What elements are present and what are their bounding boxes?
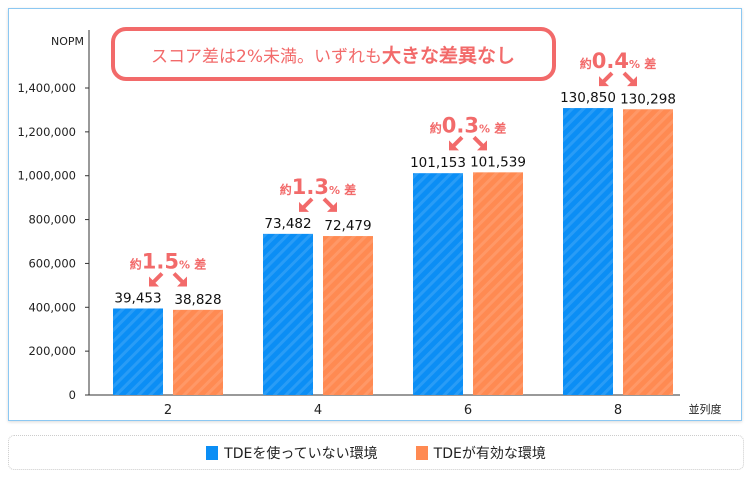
- data-label: 38,828: [174, 292, 221, 308]
- bar-hatch: [473, 172, 523, 395]
- bar-hatch: [263, 233, 313, 395]
- arrow-head-icon: [299, 201, 309, 212]
- difference-annotation: 約0.4% 差: [580, 49, 656, 73]
- annotation-part: 差: [340, 182, 356, 197]
- legend-swatch: [206, 445, 219, 460]
- y-tick-label: 200,000: [28, 344, 76, 358]
- annotation-part: 約: [280, 182, 292, 197]
- data-label: 72,479: [324, 218, 371, 234]
- x-tick-label: 8: [614, 403, 622, 418]
- bar-hatch: [173, 309, 223, 395]
- annotation-part: %: [179, 258, 190, 271]
- data-label: 101,539: [470, 154, 526, 170]
- y-tick-label: 800,000: [28, 213, 76, 227]
- data-label: 130,850: [560, 90, 616, 106]
- bar-hatch: [623, 109, 673, 396]
- annotation-part: 差: [640, 56, 656, 71]
- legend-swatch: [415, 445, 428, 460]
- y-tick-label: 0: [69, 388, 76, 402]
- annotation-part: 差: [490, 120, 506, 135]
- bar-hatch: [113, 308, 163, 395]
- arrow-head-icon: [599, 76, 609, 87]
- data-label: 101,153: [410, 155, 466, 171]
- data-label: 130,298: [620, 91, 676, 107]
- annotation-part: 約: [130, 256, 142, 271]
- arrow-head-icon: [327, 201, 337, 212]
- annotation-part: %: [329, 184, 340, 197]
- callout-box: [111, 27, 556, 81]
- arrow-head-icon: [449, 140, 459, 151]
- bar-hatch: [323, 236, 373, 395]
- x-axis-label: 並列度: [689, 402, 722, 416]
- y-tick-label: 1,400,000: [17, 81, 76, 95]
- x-tick-label: 2: [164, 403, 172, 418]
- difference-annotation: 約0.3% 差: [430, 113, 506, 137]
- y-tick-label: 1,200,000: [17, 125, 76, 139]
- annotation-part: 約: [580, 56, 592, 71]
- difference-annotation: 約1.3% 差: [280, 175, 356, 199]
- callout-text: スコア差は2%未満。いずれも大きな差異なし: [151, 44, 515, 67]
- annotation-part: 1.3: [292, 175, 329, 199]
- x-tick-label: 6: [464, 403, 472, 418]
- data-label: 39,453: [114, 290, 161, 306]
- annotation-part: %: [479, 122, 490, 135]
- bar-hatch: [413, 173, 463, 395]
- y-tick-label: 600,000: [28, 256, 76, 270]
- legend-label: TDEが有効な環境: [433, 445, 546, 462]
- annotation-part: 0.4: [592, 49, 629, 73]
- annotation-part: 0.3: [442, 113, 479, 137]
- annotation-part: %: [629, 58, 640, 71]
- bar-chart: NOPM 並列度 0 200,000 400,000 600,000 800,000 1,00…: [17, 27, 722, 418]
- annotation-part: 1.5: [142, 249, 179, 273]
- arrow-head-icon: [627, 76, 637, 87]
- bar-hatch: [563, 108, 613, 396]
- x-tick-label: 4: [314, 403, 322, 418]
- annotation-part: 約: [430, 120, 442, 135]
- difference-annotation: 約1.5% 差: [130, 249, 206, 273]
- arrow-head-icon: [177, 276, 187, 287]
- y-tick-label: 400,000: [28, 300, 76, 314]
- legend-item: TDEを使っていない環境: [206, 443, 378, 463]
- legend: TDEを使っていない環境 TDEが有効な環境: [8, 435, 744, 470]
- data-label: 73,482: [264, 216, 311, 232]
- y-tick-label: 1,000,000: [17, 169, 76, 183]
- arrow-head-icon: [477, 140, 487, 151]
- y-axis-label: NOPM: [51, 35, 84, 48]
- legend-label: TDEを使っていない環境: [224, 445, 378, 462]
- arrow-head-icon: [149, 276, 159, 287]
- annotation-part: 差: [190, 256, 206, 271]
- legend-item: TDEが有効な環境: [415, 443, 546, 463]
